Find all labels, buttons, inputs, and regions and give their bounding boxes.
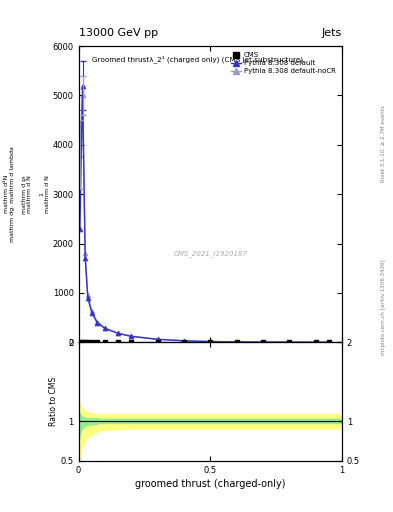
Text: Jets: Jets (321, 28, 342, 38)
Text: Groomed thrustλ_2¹ (charged only) (CMS jet substructure): Groomed thrustλ_2¹ (charged only) (CMS j… (92, 55, 303, 62)
X-axis label: groomed thrust (charged-only): groomed thrust (charged-only) (135, 479, 285, 489)
Legend: CMS, Pythia 8.308 default, Pythia 8.308 default-noCR: CMS, Pythia 8.308 default, Pythia 8.308 … (228, 50, 338, 77)
Text: mcplots.cern.ch [arXiv:1306.3436]: mcplots.cern.ch [arXiv:1306.3436] (381, 260, 386, 355)
Y-axis label: Ratio to CMS: Ratio to CMS (49, 377, 58, 426)
Text: 13000 GeV pp: 13000 GeV pp (79, 28, 158, 38)
Y-axis label: mathrm d²N
mathrm dg. mathrm d lambda

mathrm d pₜ
mathrm d N

1
mathrm d N: mathrm d²N mathrm dg. mathrm d lambda ma… (4, 146, 50, 242)
Text: CMS_2021_I1920187: CMS_2021_I1920187 (173, 250, 247, 257)
Text: Rivet 3.1.10, ≥ 2.7M events: Rivet 3.1.10, ≥ 2.7M events (381, 105, 386, 182)
